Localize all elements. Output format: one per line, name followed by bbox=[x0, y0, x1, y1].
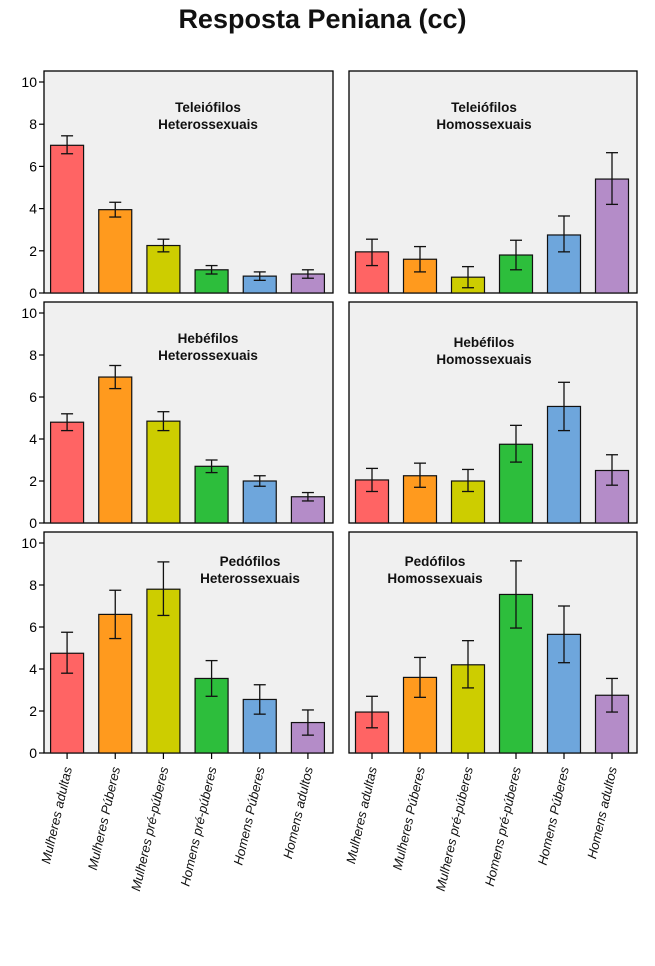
y-tick-label: 10 bbox=[21, 305, 37, 321]
category-label: Homens Púberes bbox=[535, 765, 572, 867]
y-tick-label: 0 bbox=[29, 515, 37, 531]
category-label: Homens pré-púberes bbox=[177, 765, 219, 888]
chart-title: Resposta Peniana (cc) bbox=[178, 4, 467, 34]
y-tick-label: 6 bbox=[29, 158, 37, 174]
bar bbox=[98, 209, 133, 294]
panel-title-line: Heterossexuais bbox=[158, 117, 258, 132]
category-label: Mulheres Púberes bbox=[85, 765, 123, 872]
panel-title-line: Heterossexuais bbox=[158, 348, 258, 363]
panel-title-line: Teleiófilos bbox=[451, 100, 517, 115]
panel-title-line: Teleiófilos bbox=[175, 100, 241, 115]
y-tick-label: 8 bbox=[29, 577, 37, 593]
bar bbox=[450, 480, 486, 524]
bar bbox=[49, 421, 85, 524]
y-tick-label: 0 bbox=[29, 745, 37, 761]
y-tick-label: 8 bbox=[29, 116, 37, 132]
category-label: Mulheres pré-púberes bbox=[128, 765, 171, 893]
panel-title-line: Hebéfilos bbox=[454, 335, 515, 350]
panel-background bbox=[43, 531, 334, 754]
y-tick-label: 2 bbox=[29, 703, 37, 719]
panel-title: Pedófilos Heterossexuais bbox=[200, 554, 300, 586]
panel-title-line: Homossexuais bbox=[436, 352, 531, 367]
bar bbox=[98, 376, 133, 524]
category-label: Mulheres adultas bbox=[343, 765, 380, 865]
y-tick-label: 8 bbox=[29, 347, 37, 363]
category-label: Homens adultos bbox=[584, 765, 620, 860]
panel-title: Hebéfilos Homossexuais bbox=[436, 335, 531, 367]
bar bbox=[354, 479, 390, 524]
panel-2: Teleiófilos Homossexuais bbox=[348, 70, 638, 294]
y-tick-label: 10 bbox=[21, 535, 37, 551]
panel-1: 0 2 4 6 8 10 Teleiófilos Heterossexuais bbox=[21, 70, 334, 301]
panel-title: Hebéfilos Heterossexuais bbox=[158, 331, 258, 363]
panel-title: Teleiófilos Homossexuais bbox=[436, 100, 531, 132]
panel-background bbox=[348, 531, 638, 754]
panel-3: 0 2 4 6 8 10 Hebéfilos Heterossexuais bbox=[21, 301, 334, 531]
panel-title-line: Hebéfilos bbox=[178, 331, 239, 346]
panel-background bbox=[348, 301, 638, 524]
panel-4: Hebéfilos Homossexuais bbox=[348, 301, 638, 524]
bar bbox=[146, 244, 181, 294]
category-label: Homens Púberes bbox=[230, 765, 267, 867]
y-tick-label: 6 bbox=[29, 619, 37, 635]
bar bbox=[49, 144, 85, 294]
panel-background bbox=[348, 70, 638, 294]
y-tick-label: 10 bbox=[21, 74, 37, 90]
panel-title: Teleiófilos Heterossexuais bbox=[158, 100, 258, 132]
panel-title-line: Heterossexuais bbox=[200, 571, 300, 586]
category-label: Homens pré-púberes bbox=[482, 765, 524, 888]
category-label: Homens adultos bbox=[280, 765, 316, 860]
panel-title-line: Pedófilos bbox=[220, 554, 281, 569]
bar bbox=[49, 652, 85, 754]
category-label: Mulheres adultas bbox=[38, 765, 75, 865]
panel-5: 0 2 4 6 8 10 Pedófilos Heterossexuais bbox=[21, 531, 334, 761]
panel-title-line: Homossexuais bbox=[436, 117, 531, 132]
bar bbox=[146, 588, 181, 754]
y-tick-label: 0 bbox=[29, 285, 37, 301]
bar bbox=[402, 475, 438, 524]
panel-background bbox=[43, 301, 334, 524]
y-tick-label: 2 bbox=[29, 243, 37, 259]
panel-title-line: Homossexuais bbox=[387, 571, 482, 586]
y-tick-label: 6 bbox=[29, 389, 37, 405]
bar bbox=[146, 420, 181, 524]
panel-title: Pedófilos Homossexuais bbox=[387, 554, 482, 586]
panel-title-line: Pedófilos bbox=[405, 554, 466, 569]
y-tick-label: 4 bbox=[29, 661, 37, 677]
panel-background bbox=[43, 70, 334, 294]
category-label: Mulheres pré-púberes bbox=[433, 765, 476, 893]
panel-6: Pedófilos Homossexuais bbox=[348, 531, 638, 759]
y-tick-label: 2 bbox=[29, 473, 37, 489]
category-label: Mulheres Púberes bbox=[390, 765, 428, 872]
y-tick-label: 4 bbox=[29, 431, 37, 447]
y-tick-label: 4 bbox=[29, 201, 37, 217]
bar bbox=[242, 480, 277, 524]
bar bbox=[194, 465, 229, 524]
